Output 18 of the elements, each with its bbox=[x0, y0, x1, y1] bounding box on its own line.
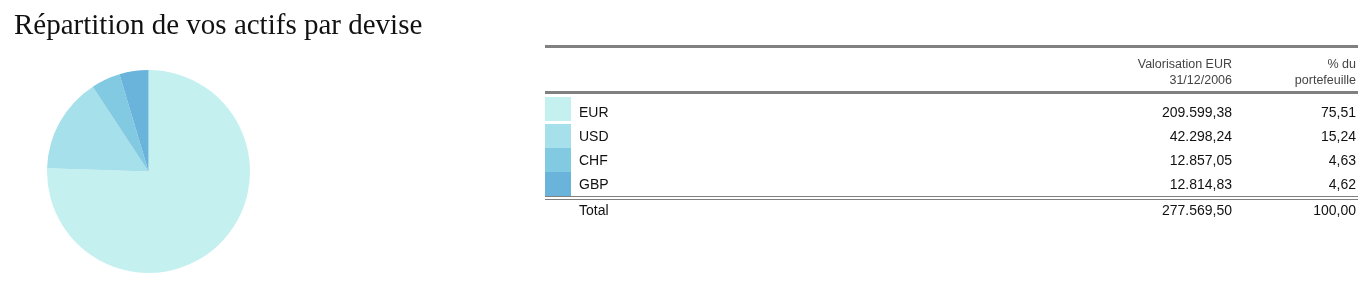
data-label: 209.599,38 bbox=[1160, 103, 1233, 122]
legend-label: GBP bbox=[578, 175, 610, 194]
text: 4,62 bbox=[1327, 175, 1357, 194]
data-label: 12.857,05 bbox=[1168, 151, 1233, 170]
legend-label: EUR bbox=[578, 103, 610, 122]
data-label: 42.298,24 bbox=[1168, 127, 1233, 146]
text: 4,63 bbox=[1327, 151, 1357, 170]
legend-label: USD bbox=[578, 127, 610, 146]
text: Total bbox=[571, 198, 762, 230]
text: 75,51 bbox=[1319, 103, 1357, 122]
legend-label: CHF bbox=[578, 151, 609, 170]
text: 100,00 bbox=[1234, 198, 1358, 230]
text: % du portefeuille bbox=[1234, 46, 1358, 93]
text: 15,24 bbox=[1319, 127, 1357, 146]
text: 277.569,50 bbox=[761, 198, 1234, 230]
text: Valorisation EUR 31/12/2006 bbox=[761, 46, 1234, 93]
chart-title: Répartition de vos actifs par devise bbox=[14, 8, 423, 41]
data-label: 12.814,83 bbox=[1168, 175, 1233, 194]
